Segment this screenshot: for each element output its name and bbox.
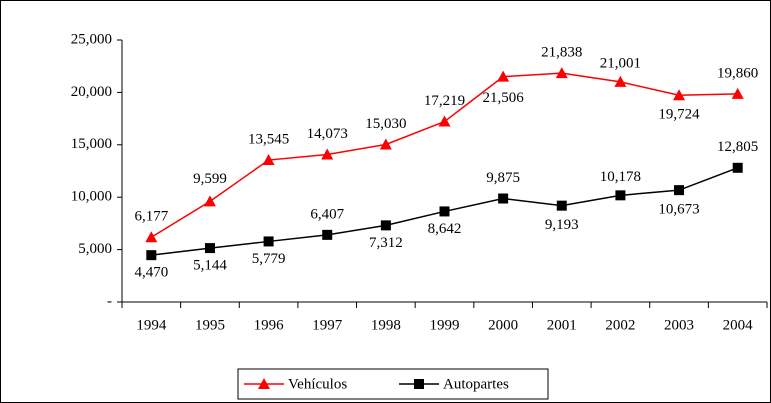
x-tick-label: 2003 — [664, 317, 694, 333]
legend-marker — [414, 379, 424, 389]
data-label: 10,673 — [658, 202, 699, 218]
marker — [614, 75, 627, 87]
x-tick-label: 2002 — [605, 317, 635, 333]
data-label: 4,470 — [134, 265, 168, 281]
legend-box — [237, 368, 549, 400]
x-tick-label: 1999 — [430, 317, 460, 333]
marker — [498, 193, 509, 204]
x-tick-label: 2004 — [723, 317, 754, 333]
data-label: 5,779 — [252, 251, 286, 267]
data-label: 19,724 — [658, 107, 700, 123]
x-tick-label: 1994 — [136, 317, 167, 333]
y-tick-label: 10,000 — [71, 189, 112, 205]
data-label: 9,599 — [193, 171, 227, 187]
marker — [380, 220, 391, 231]
marker — [732, 162, 743, 173]
legend-label: Autopartes — [443, 376, 509, 392]
x-tick-label: 2001 — [547, 317, 577, 333]
marker — [556, 200, 567, 211]
x-tick-label: 1995 — [195, 317, 225, 333]
marker — [731, 87, 744, 99]
marker — [262, 154, 275, 166]
data-label: 19,860 — [717, 65, 758, 81]
marker — [146, 250, 157, 261]
marker — [263, 236, 274, 247]
y-tick-label: 5,000 — [78, 241, 112, 257]
marker — [555, 67, 568, 79]
marker — [203, 195, 216, 207]
x-tick-label: 1998 — [371, 317, 401, 333]
marker — [615, 190, 626, 201]
marker — [321, 148, 334, 160]
marker — [438, 115, 451, 127]
data-label: 8,642 — [428, 221, 462, 237]
data-label: 12,805 — [717, 139, 758, 155]
y-tick-label: 25,000 — [71, 31, 112, 47]
marker — [145, 231, 158, 243]
data-label: 9,193 — [545, 217, 579, 233]
marker — [204, 243, 215, 254]
data-label: 13,545 — [248, 131, 289, 147]
y-tick-label: - — [107, 293, 112, 309]
data-label: 5,144 — [193, 258, 227, 274]
data-label: 9,875 — [486, 170, 520, 186]
data-label: 17,219 — [424, 93, 465, 109]
x-tick-label: 2000 — [488, 317, 518, 333]
y-tick-label: 20,000 — [71, 84, 112, 100]
x-tick-label: 1997 — [312, 317, 343, 333]
data-label: 14,073 — [307, 126, 348, 142]
data-label: 21,001 — [600, 55, 641, 71]
data-label: 10,178 — [600, 169, 641, 185]
marker — [674, 185, 685, 196]
data-label: 6,177 — [134, 209, 168, 225]
data-label: 21,838 — [541, 45, 582, 61]
x-tick-label: 1996 — [254, 317, 285, 333]
data-label: 6,407 — [310, 206, 344, 222]
marker — [379, 138, 392, 150]
legend-label: Vehículos — [288, 376, 347, 392]
marker — [322, 229, 333, 240]
data-label: 21,506 — [483, 90, 525, 106]
marker — [673, 89, 686, 101]
marker — [439, 206, 450, 217]
data-label: 15,030 — [365, 116, 406, 132]
data-label: 7,312 — [369, 235, 403, 251]
y-tick-label: 15,000 — [71, 136, 112, 152]
marker — [497, 70, 510, 82]
legend-marker — [258, 378, 270, 389]
